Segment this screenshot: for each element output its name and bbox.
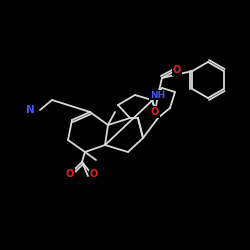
Text: NH: NH [150,90,166,100]
Text: N: N [26,105,34,115]
Text: O: O [90,169,98,179]
Text: O: O [151,107,159,117]
Text: O: O [66,169,74,179]
Text: O: O [173,65,181,75]
